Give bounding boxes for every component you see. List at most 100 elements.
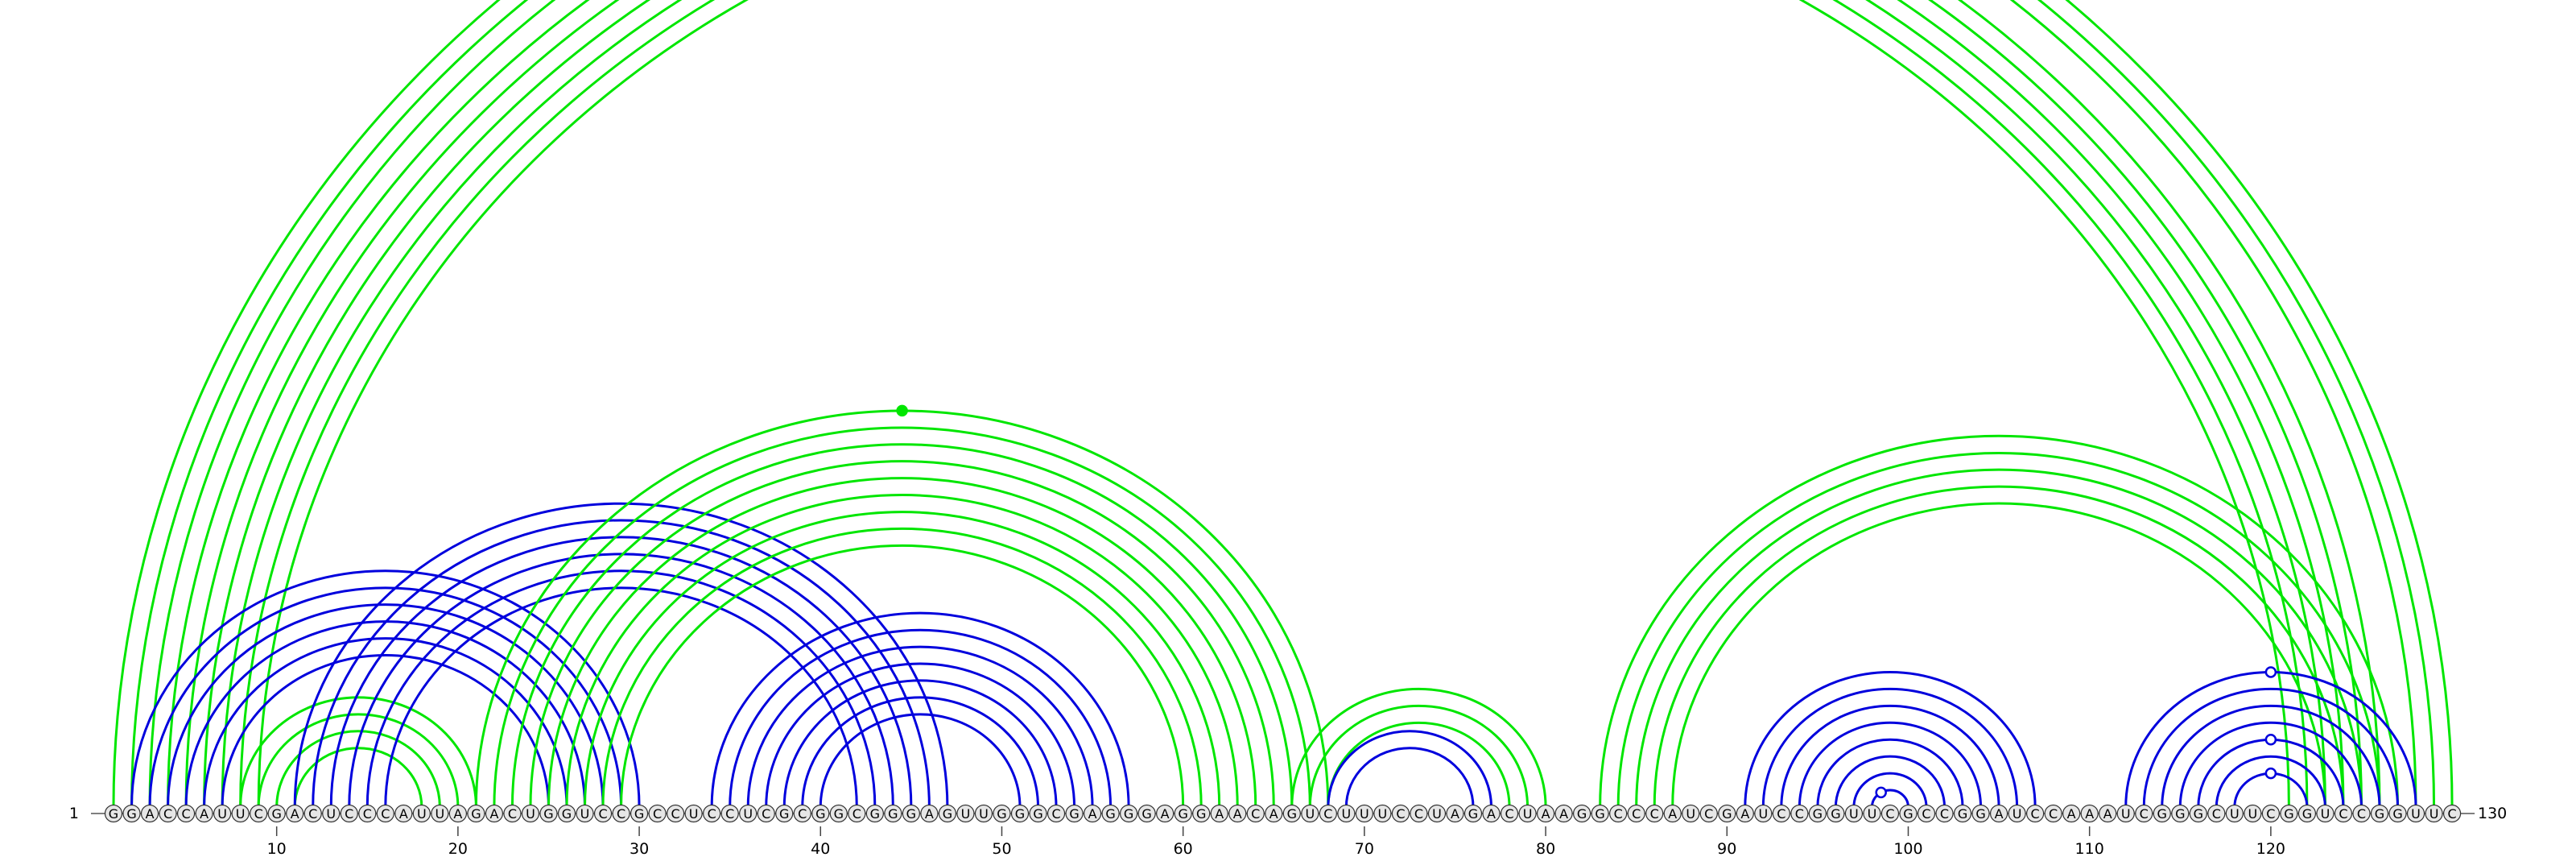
nucleotide-circle (1917, 804, 1936, 823)
nucleotide-circle (1827, 804, 1845, 823)
nucleotide-label: G (109, 806, 118, 822)
nucleotide-label: G (1468, 806, 1478, 822)
green-arc-4-126 (167, 0, 2381, 808)
nucleotide-circle (1373, 804, 1392, 823)
nucleotide-circle (1736, 804, 1754, 823)
nucleotide-circle (1518, 804, 1537, 823)
blue-arc-68-77 (1327, 730, 1493, 808)
nucleotide-label: C (308, 806, 317, 822)
nucleotide-label: G (1196, 806, 1206, 822)
nucleotide-label: G (1287, 806, 1297, 822)
nucleotide-circle (648, 804, 667, 823)
nucleotide-circle (1101, 804, 1120, 823)
blue-arc-12-46 (312, 519, 931, 808)
nucleotide-label: G (1069, 806, 1079, 822)
nucleotide-label: G (888, 806, 898, 822)
nucleotide-label: C (1614, 806, 1623, 822)
nucleotide-circle (467, 804, 485, 823)
start-label: 1 (69, 805, 79, 822)
nucleotide-circle (1953, 804, 1972, 823)
nucleotide-circle (1663, 804, 1682, 823)
nucleotide-circle (1754, 804, 1773, 823)
nucleotide-label: U (2248, 806, 2258, 822)
nucleotide-circle (1282, 804, 1301, 823)
nucleotide-label: G (1141, 806, 1151, 822)
nucleotide-circle (1192, 804, 1211, 823)
nucleotide-label: A (1233, 806, 1242, 822)
nucleotide-circle (1174, 804, 1192, 823)
blue-arc-93-105 (1780, 704, 2000, 808)
nucleotide-label: U (1342, 806, 1352, 822)
nucleotide-circle (612, 804, 630, 823)
nucleotide-label: C (345, 806, 353, 822)
nucleotide-label: A (2103, 806, 2112, 822)
green-arc-21-68 (474, 409, 1330, 808)
nucleotide-circle (1355, 804, 1373, 823)
nucleotide-circle (1627, 804, 1645, 823)
green-arc-2-129 (130, 0, 2436, 808)
nucleotide-circle (1010, 804, 1030, 823)
nucleotide-circle (2225, 804, 2244, 823)
nucleotide-label: C (508, 806, 517, 822)
nucleotide-label: C (2049, 806, 2058, 822)
blue-arc-4-28 (167, 603, 605, 808)
nucleotide-circle (2406, 804, 2425, 823)
green-arc-23-66 (510, 443, 1294, 808)
end-label: 130 (2478, 805, 2507, 822)
nucleotide-circle (140, 804, 159, 823)
nucleotide-circle (1065, 804, 1084, 823)
nucleotide-label: G (1015, 806, 1025, 822)
nucleotide-label: G (562, 806, 572, 822)
nucleotide-label: U (1849, 806, 1859, 822)
blue-arc-91-107 (1744, 671, 2037, 808)
green-arc-29-60 (620, 544, 1185, 808)
green-arc-8-122 (239, 0, 2309, 808)
blue-arc-95-103 (1816, 738, 1964, 808)
green-arc-9-121 (257, 0, 2290, 808)
nucleotide-circle (2099, 804, 2117, 823)
nucleotide-label: C (363, 806, 372, 822)
nucleotide-circle (376, 804, 394, 823)
nucleotide-label: C (852, 806, 861, 822)
nucleotide-circle (1391, 804, 1410, 823)
nucleotide-circle (2425, 804, 2443, 823)
green-arc-24-65 (529, 460, 1275, 808)
tick-label: 50 (992, 840, 1011, 857)
nucleotide-label: A (1668, 806, 1677, 822)
nucleotide-label: C (1505, 806, 1513, 822)
nucleotide-label: U (417, 806, 427, 822)
nucleotide-circle (993, 804, 1011, 823)
nucleotide-circle (1609, 804, 1628, 823)
arc-marker (2264, 733, 2277, 746)
nucleotide-label: G (2175, 806, 2185, 822)
tick-label: 90 (1717, 840, 1736, 857)
green-arc-83-127 (1599, 434, 2400, 808)
nucleotide-circle (1989, 804, 2008, 823)
nucleotide-circle (2026, 804, 2045, 823)
nucleotide-circle (2316, 804, 2334, 823)
nucleotide-circle (1265, 804, 1283, 823)
nucleotide-circle (829, 804, 848, 823)
nucleotide-circle (1790, 804, 1809, 823)
nucleotide-label: U (1360, 806, 1369, 822)
nucleotide-label: G (271, 806, 281, 822)
nucleotide-label: A (1995, 806, 2004, 822)
nucleotide-circle (2280, 804, 2298, 823)
nucleotide-label: G (1577, 806, 1587, 822)
nucleotide-circle (2370, 804, 2389, 823)
nucleotide-label: G (834, 806, 844, 822)
nucleotide-label: G (1831, 806, 1840, 822)
nucleotide-circle (195, 804, 213, 823)
nucleotide-circle (2135, 804, 2153, 823)
nucleotide-label: U (1432, 806, 1442, 822)
nucleotide-circle (1935, 804, 1954, 823)
nucleotide-circle (593, 804, 613, 823)
nucleotide-circle (1319, 804, 1337, 823)
nucleotide-circle (394, 804, 413, 823)
nucleotide-circle (340, 804, 358, 823)
nucleotide-label: C (671, 806, 680, 822)
blue-arc-94-104 (1798, 721, 1983, 808)
green-arc-6-124 (203, 0, 2345, 808)
nucleotide-label: G (2392, 806, 2402, 822)
nucleotide-label: G (126, 806, 136, 822)
